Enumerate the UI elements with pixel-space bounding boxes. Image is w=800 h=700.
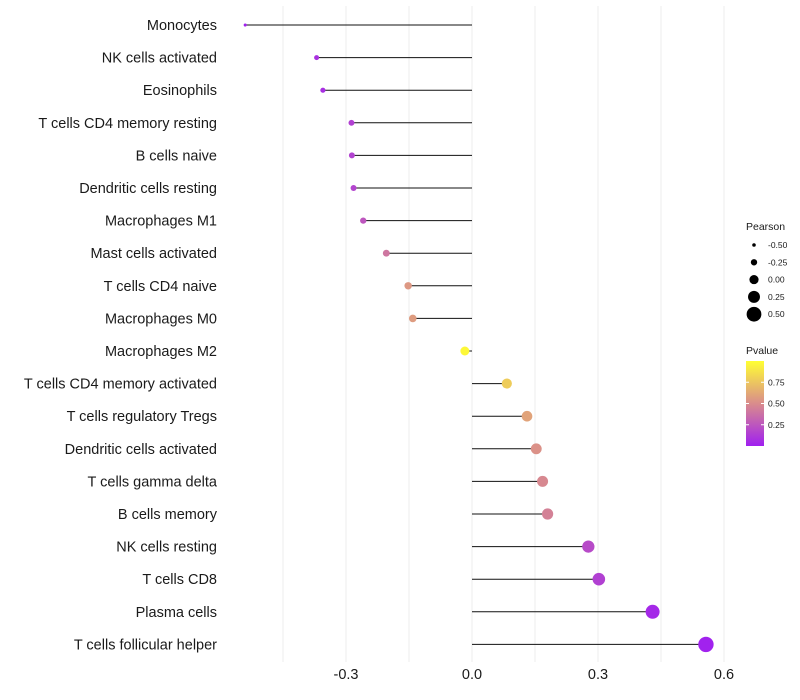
category-label: NK cells resting xyxy=(116,540,217,556)
grid-lines xyxy=(282,6,725,662)
size-legend-label: 0.00 xyxy=(768,275,785,285)
colorbar-tick-label: 0.50 xyxy=(768,399,785,409)
x-tick-label: 0.0 xyxy=(462,667,482,683)
category-label: Monocytes xyxy=(147,18,217,34)
lollipop-point xyxy=(360,217,367,224)
category-label: Macrophages M2 xyxy=(105,344,217,360)
category-label: Macrophages M1 xyxy=(105,214,217,230)
category-label: T cells gamma delta xyxy=(88,474,218,490)
lollipop-point xyxy=(314,55,320,61)
category-label: NK cells activated xyxy=(102,51,217,67)
lollipop-stems xyxy=(245,24,706,645)
lollipop-point xyxy=(521,410,533,422)
lollipop-point xyxy=(348,119,355,126)
category-label: Dendritic cells resting xyxy=(79,181,217,197)
lollipop-point xyxy=(320,87,326,93)
lollipop-point xyxy=(408,314,417,323)
lollipop-point xyxy=(592,572,606,586)
size-legend-label: 0.25 xyxy=(768,292,785,302)
x-tick-label: 0.6 xyxy=(714,667,734,683)
category-label: T cells follicular helper xyxy=(74,637,217,653)
x-axis-ticks: -0.3 0.0 0.3 0.6 xyxy=(334,667,735,683)
lollipop-point xyxy=(382,249,390,257)
category-label: Mast cells activated xyxy=(90,246,217,262)
lollipop-point xyxy=(404,282,412,290)
category-label: Eosinophils xyxy=(143,83,217,99)
category-label: B cells naive xyxy=(136,148,217,164)
size-legend-key xyxy=(748,290,760,303)
category-label: B cells memory xyxy=(118,507,218,523)
size-legend-key xyxy=(752,243,756,247)
lollipop-point xyxy=(645,604,660,619)
lollipop-point xyxy=(582,540,595,553)
size-legend-key xyxy=(749,275,759,285)
category-label: T cells CD8 xyxy=(142,572,217,588)
lollipop-point xyxy=(501,378,512,389)
size-legend-label: 0.50 xyxy=(768,309,785,319)
category-label: T cells CD4 naive xyxy=(104,279,217,295)
size-legend-label: -0.25 xyxy=(768,257,788,267)
pearson-size-legend: Pearson -0.50 -0.25 0.00 0.25 0.50 xyxy=(746,221,788,322)
size-legend-key xyxy=(750,259,758,266)
size-legend-label: -0.50 xyxy=(768,240,788,250)
colorbar-tick-label: 0.75 xyxy=(768,377,785,387)
lollipop-point xyxy=(348,152,355,159)
lollipop-point xyxy=(243,23,247,27)
lollipop-point xyxy=(460,346,470,356)
size-legend-title: Pearson xyxy=(746,221,785,233)
pvalue-colorbar xyxy=(746,361,764,446)
category-label: T cells CD4 memory resting xyxy=(38,116,217,132)
lollipop-point xyxy=(542,508,554,520)
colorbar-tick-label: 0.25 xyxy=(768,420,785,430)
category-labels: Monocytes NK cells activated Eosinophils T … xyxy=(24,18,218,653)
category-label: Macrophages M0 xyxy=(105,311,217,327)
x-tick-label: -0.3 xyxy=(334,667,359,683)
category-label: T cells CD4 memory activated xyxy=(24,377,217,393)
size-legend-key xyxy=(746,306,762,322)
lollipop-point xyxy=(350,184,357,192)
category-label: Dendritic cells activated xyxy=(65,442,217,458)
pvalue-color-legend: Pvalue 0.25 0.50 0.75 xyxy=(746,345,785,446)
lollipop-point xyxy=(530,443,542,455)
lollipop-point xyxy=(537,475,549,487)
color-legend-title: Pvalue xyxy=(746,345,778,357)
x-tick-label: 0.3 xyxy=(588,667,608,683)
lollipop-points xyxy=(243,23,714,653)
lollipop-point xyxy=(698,636,714,653)
category-label: Plasma cells xyxy=(136,605,217,621)
category-label: T cells regulatory Tregs xyxy=(67,409,217,425)
